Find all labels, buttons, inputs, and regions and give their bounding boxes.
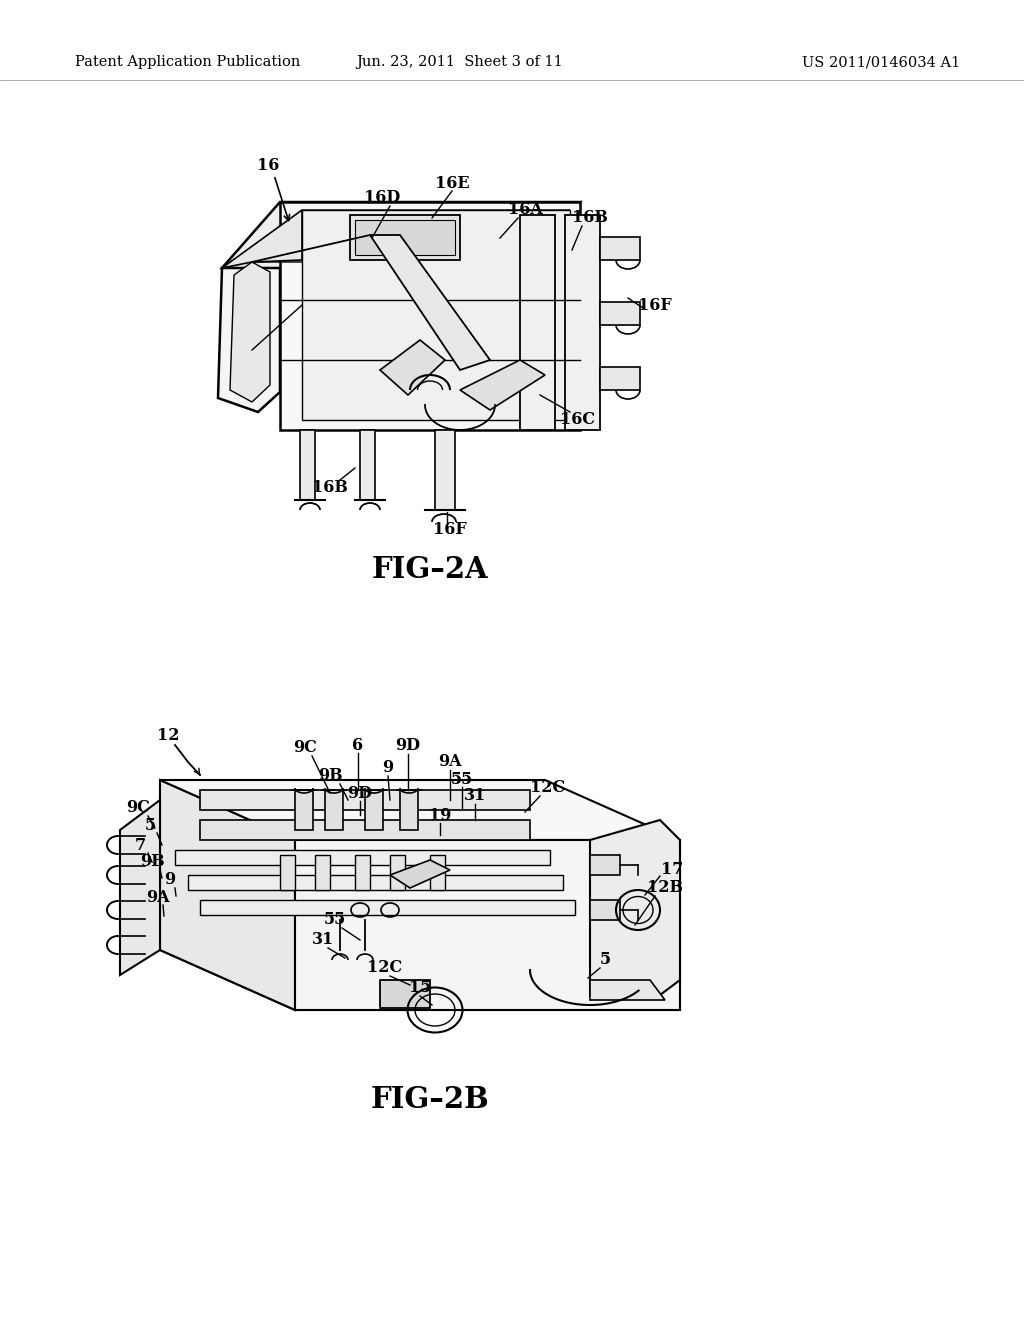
Text: Patent Application Publication: Patent Application Publication <box>75 55 300 69</box>
Polygon shape <box>400 789 418 830</box>
Text: 55: 55 <box>451 771 473 788</box>
Text: 16C: 16C <box>560 412 596 429</box>
Polygon shape <box>590 855 620 875</box>
Polygon shape <box>280 202 580 430</box>
Polygon shape <box>435 430 455 510</box>
Polygon shape <box>222 210 302 268</box>
Polygon shape <box>355 220 455 255</box>
Text: FIG–2B: FIG–2B <box>371 1085 489 1114</box>
Polygon shape <box>600 302 640 325</box>
Text: 55: 55 <box>324 912 346 928</box>
Text: 9B: 9B <box>139 854 164 870</box>
Text: 16F: 16F <box>433 521 467 539</box>
Text: 5: 5 <box>599 952 610 969</box>
Text: 16B: 16B <box>312 479 348 496</box>
Text: 17: 17 <box>660 862 683 879</box>
Text: 31: 31 <box>464 788 486 804</box>
Text: 9B: 9B <box>317 767 342 784</box>
Text: 12B: 12B <box>647 879 683 896</box>
Polygon shape <box>230 261 270 403</box>
Text: 9D: 9D <box>347 784 373 801</box>
Text: 9: 9 <box>165 871 175 888</box>
Text: 7: 7 <box>134 837 145 854</box>
Text: 9A: 9A <box>146 888 170 906</box>
Polygon shape <box>565 215 600 430</box>
Polygon shape <box>380 341 445 395</box>
Text: 12C: 12C <box>530 780 565 796</box>
Polygon shape <box>175 850 550 865</box>
Polygon shape <box>295 840 680 1010</box>
Polygon shape <box>590 979 665 1001</box>
Polygon shape <box>390 861 450 888</box>
Polygon shape <box>160 950 680 1010</box>
Text: 5: 5 <box>144 817 156 833</box>
Polygon shape <box>295 789 313 830</box>
Text: US 2011/0146034 A1: US 2011/0146034 A1 <box>802 55 961 69</box>
Polygon shape <box>350 215 460 260</box>
Polygon shape <box>390 855 406 890</box>
Text: 19: 19 <box>429 807 452 824</box>
Polygon shape <box>315 855 330 890</box>
Polygon shape <box>590 820 680 995</box>
Polygon shape <box>187 875 562 890</box>
Polygon shape <box>520 215 555 430</box>
Polygon shape <box>200 820 530 840</box>
Text: 16A: 16A <box>508 202 543 219</box>
Polygon shape <box>222 202 580 268</box>
Polygon shape <box>600 238 640 260</box>
Polygon shape <box>360 430 375 500</box>
Polygon shape <box>200 789 530 810</box>
Polygon shape <box>600 367 640 389</box>
Polygon shape <box>280 855 295 890</box>
Text: 15: 15 <box>409 979 431 997</box>
Polygon shape <box>380 979 430 1008</box>
Polygon shape <box>302 210 570 420</box>
Text: 9: 9 <box>382 759 393 776</box>
Text: FIG–2A: FIG–2A <box>372 556 488 585</box>
Polygon shape <box>590 900 620 920</box>
Text: 16F: 16F <box>638 297 672 314</box>
Text: 16B: 16B <box>572 210 608 227</box>
Text: 16: 16 <box>257 157 280 173</box>
Polygon shape <box>300 430 315 500</box>
Polygon shape <box>160 780 680 840</box>
Polygon shape <box>370 235 490 370</box>
Polygon shape <box>460 360 545 411</box>
Polygon shape <box>325 789 343 830</box>
Text: 31: 31 <box>312 932 334 949</box>
Text: 16D: 16D <box>364 190 400 206</box>
Text: 9C: 9C <box>126 800 150 817</box>
Text: 9D: 9D <box>395 738 421 755</box>
Text: 9A: 9A <box>438 754 462 771</box>
Polygon shape <box>430 855 445 890</box>
Polygon shape <box>160 780 295 1010</box>
Polygon shape <box>200 900 575 915</box>
Polygon shape <box>355 855 370 890</box>
Polygon shape <box>120 800 160 975</box>
Polygon shape <box>365 789 383 830</box>
Polygon shape <box>218 246 280 412</box>
Text: 16E: 16E <box>434 174 469 191</box>
Polygon shape <box>252 210 570 261</box>
Text: 6: 6 <box>352 737 364 754</box>
Text: 12: 12 <box>157 726 179 743</box>
Text: 12C: 12C <box>368 960 402 977</box>
Text: 9C: 9C <box>293 739 317 756</box>
Text: Jun. 23, 2011  Sheet 3 of 11: Jun. 23, 2011 Sheet 3 of 11 <box>356 55 563 69</box>
